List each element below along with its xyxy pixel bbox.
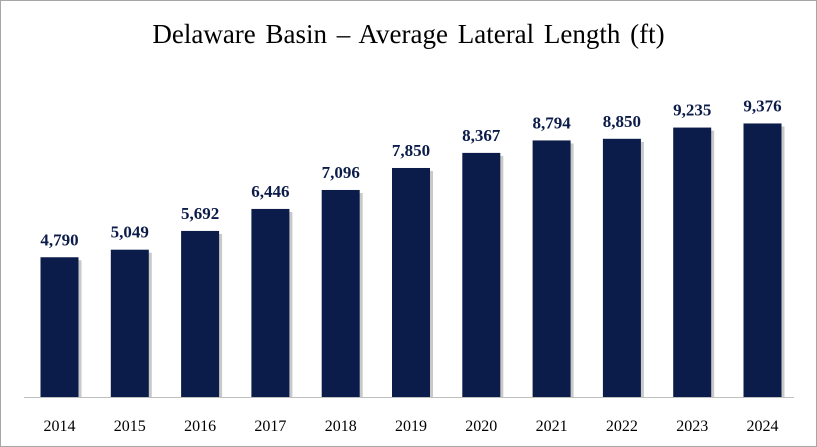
data-label-2015: 5,049	[111, 223, 149, 242]
x-tick-label-2015: 2015	[114, 418, 146, 435]
data-label-2022: 8,850	[603, 112, 641, 131]
data-label-2014: 4,790	[40, 230, 78, 249]
bar-2016	[181, 230, 220, 397]
bar-2014	[40, 257, 79, 397]
data-label-2018: 7,096	[322, 163, 360, 182]
data-label-2017: 6,446	[251, 182, 289, 201]
data-label-2016: 5,692	[181, 204, 219, 223]
data-label-2024: 9,376	[743, 96, 781, 115]
data-label-2020: 8,367	[462, 126, 501, 145]
x-tick-label-2022: 2022	[606, 418, 638, 435]
chart-title: Delaware Basin – Average Lateral Length …	[152, 19, 665, 49]
bar-2023	[673, 127, 712, 397]
data-label-2021: 8,794	[532, 113, 571, 132]
x-tick-label-2016: 2016	[184, 418, 216, 435]
bar-2022	[602, 138, 641, 397]
bar-2019	[392, 167, 430, 397]
x-tick-label-2018: 2018	[325, 418, 357, 435]
bar-2018	[321, 189, 360, 397]
bar-2024	[743, 123, 782, 397]
data-label-2019: 7,850	[392, 141, 430, 160]
bar-2021	[532, 140, 571, 397]
x-tick-label-2019: 2019	[395, 418, 427, 435]
data-label-2023: 9,235	[673, 101, 711, 120]
bar-2017	[251, 208, 290, 397]
x-tick-label-2023: 2023	[676, 418, 708, 435]
bar-2015	[110, 249, 149, 397]
x-tick-label-2021: 2021	[536, 418, 568, 435]
bar-2020	[462, 152, 501, 397]
x-tick-label-2020: 2020	[465, 418, 497, 435]
x-tick-label-2024: 2024	[747, 418, 779, 435]
x-tick-label-2014: 2014	[44, 418, 76, 435]
x-tick-label-2017: 2017	[254, 418, 286, 435]
